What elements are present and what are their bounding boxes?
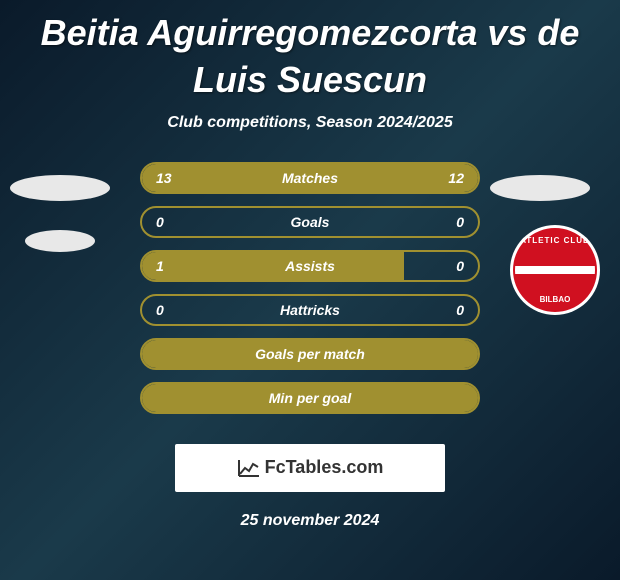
stat-row-min-per-goal: Min per goal <box>140 382 480 414</box>
stat-label: Min per goal <box>142 390 478 406</box>
fctables-logo: FcTables.com <box>237 457 384 478</box>
club-badge-top-text: ATLETIC CLUB <box>515 236 595 245</box>
stat-value-right: 0 <box>456 214 464 230</box>
stat-row-assists: 1 Assists 0 <box>140 250 480 282</box>
stat-label: Goals per match <box>142 346 478 362</box>
chart-icon <box>237 458 261 478</box>
fctables-attribution[interactable]: FcTables.com <box>175 444 445 492</box>
stat-label: Goals <box>142 214 478 230</box>
stat-label: Assists <box>142 258 478 274</box>
date-text: 25 november 2024 <box>0 512 620 530</box>
player-left-badge <box>10 175 110 201</box>
stat-row-goals: 0 Goals 0 <box>140 206 480 238</box>
fctables-text: FcTables.com <box>265 457 384 478</box>
stat-value-right: 0 <box>456 302 464 318</box>
club-badge: ATLETIC CLUB BILBAO <box>510 225 600 315</box>
stat-label: Matches <box>142 170 478 186</box>
stat-value-right: 0 <box>456 258 464 274</box>
stat-label: Hattricks <box>142 302 478 318</box>
subtitle: Club competitions, Season 2024/2025 <box>0 114 620 132</box>
player-left-secondary-badge <box>25 230 95 252</box>
stat-row-matches: 13 Matches 12 <box>140 162 480 194</box>
stat-value-right: 12 <box>448 170 464 186</box>
stat-row-goals-per-match: Goals per match <box>140 338 480 370</box>
stat-row-hattricks: 0 Hattricks 0 <box>140 294 480 326</box>
club-badge-inner: ATLETIC CLUB BILBAO <box>513 228 597 312</box>
player-right-badge <box>490 175 590 201</box>
club-badge-bottom-text: BILBAO <box>515 295 595 304</box>
comparison-title: Beitia Aguirregomezcorta vs de Luis Sues… <box>0 0 620 114</box>
